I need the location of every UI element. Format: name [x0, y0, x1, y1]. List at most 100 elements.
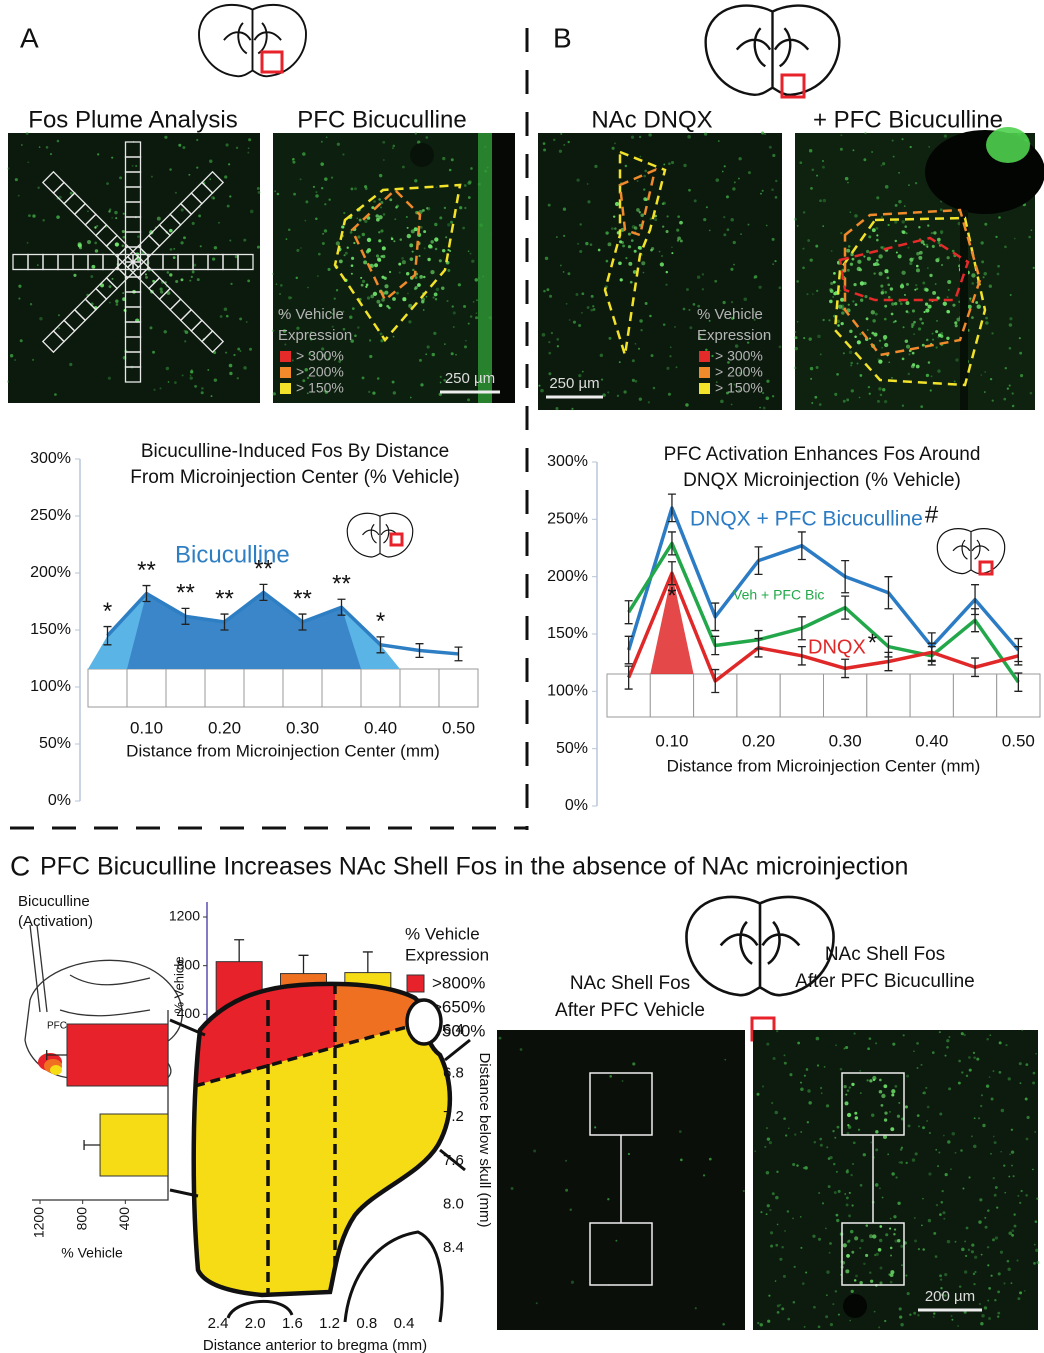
fos-dot [901, 1147, 903, 1149]
fos-dot [933, 231, 936, 234]
fos-dot [921, 1064, 923, 1066]
fos-dot [947, 280, 951, 284]
fos-dot [799, 161, 802, 164]
fos-dot [379, 303, 383, 307]
fos-dot [925, 1087, 927, 1089]
fos-dot [923, 311, 925, 313]
fos-dot [248, 147, 250, 149]
fos-dot [906, 283, 909, 286]
fos-dot [881, 1104, 884, 1107]
fos-dot [376, 300, 380, 304]
fos-dot [922, 1198, 924, 1200]
fos-dot [1034, 1131, 1036, 1133]
fos-dot [876, 259, 879, 262]
fos-dot [679, 1130, 682, 1133]
fos-dot [374, 263, 378, 267]
fos-dot [832, 1303, 834, 1305]
fos-dot [670, 346, 672, 348]
fos-dot [783, 1275, 786, 1278]
fos-dot [843, 352, 845, 354]
fos-dot [945, 1173, 948, 1176]
fos-dot [279, 293, 281, 295]
fos-dot [836, 1171, 838, 1173]
fos-dot [1035, 1249, 1038, 1252]
fos-dot [1000, 1151, 1002, 1153]
fos-dot [1009, 317, 1012, 320]
fos-dot [392, 147, 394, 149]
fos-dot [585, 242, 588, 245]
fos-dot [214, 246, 217, 249]
fos-dot [115, 242, 119, 246]
fos-dot [860, 1184, 863, 1187]
fos-dot [361, 284, 364, 287]
fos-dot [575, 293, 578, 296]
fos-dot [986, 1084, 989, 1087]
fos-dot [851, 1251, 854, 1254]
fos-dot [983, 276, 985, 278]
fos-dot [499, 1037, 502, 1040]
fos-dot [293, 193, 296, 196]
fos-dot [826, 1104, 829, 1107]
fos-dot [618, 261, 622, 265]
fos-dot [607, 1198, 609, 1200]
chart-title: PFC Activation Enhances Fos Around [664, 444, 981, 465]
fos-dot [947, 1240, 950, 1243]
fos-dot [800, 1087, 804, 1091]
fos-dot [1013, 1213, 1015, 1215]
fos-dot [952, 304, 955, 307]
fos-dot [272, 330, 274, 332]
fos-dot [949, 1036, 951, 1038]
fos-dot [659, 251, 661, 253]
fos-dot [939, 1113, 942, 1116]
fos-dot [977, 305, 981, 309]
fos-dot [625, 165, 627, 167]
brain-icon [199, 5, 306, 76]
fos-dot [817, 335, 821, 339]
fos-dot [966, 1075, 968, 1077]
fos-dot [183, 236, 186, 239]
fos-dot [91, 265, 95, 269]
fos-dot [860, 281, 864, 285]
fos-dot [984, 371, 986, 373]
fos-dot [961, 1248, 964, 1251]
fos-dot [354, 187, 357, 190]
fos-dot [963, 1034, 965, 1036]
distance-cell [400, 669, 439, 707]
fos-dot [890, 1218, 892, 1220]
fos-dot [829, 300, 833, 304]
fos-dot [327, 268, 330, 271]
fos-dot [39, 317, 42, 320]
fos-dot [464, 345, 467, 348]
fos-dot [876, 239, 879, 242]
fos-dot [866, 1224, 869, 1227]
fos-dot [927, 224, 929, 226]
fos-dot [898, 1102, 900, 1104]
fos-dot [168, 381, 170, 383]
fos-dot [913, 1312, 916, 1315]
legend-swatch [407, 975, 424, 992]
fos-dot [922, 281, 925, 284]
significance: * [376, 608, 385, 635]
fos-dot [419, 275, 423, 279]
fos-dot [175, 192, 177, 194]
fos-dot [401, 257, 404, 260]
fos-dot [418, 255, 420, 257]
y-tick-label: 150% [30, 621, 71, 638]
fos-dot [990, 1153, 992, 1155]
fos-dot [958, 1082, 961, 1085]
distance-cell [88, 669, 127, 707]
fos-dot [237, 348, 240, 351]
x-tick-label: 0.40 [364, 718, 397, 737]
fos-dot [411, 229, 415, 233]
fos-dot [898, 254, 902, 258]
fos-dot [918, 1248, 920, 1250]
map-x-label: Distance anterior to bregma (mm) [203, 1337, 427, 1353]
fos-dot [933, 1316, 935, 1318]
fos-dot [151, 176, 153, 178]
fos-dot [58, 314, 60, 316]
fos-dot [157, 217, 161, 221]
fos-dot [944, 134, 947, 137]
fos-dot [917, 1314, 919, 1316]
series-note: # [925, 501, 939, 528]
fos-dot [685, 403, 688, 406]
